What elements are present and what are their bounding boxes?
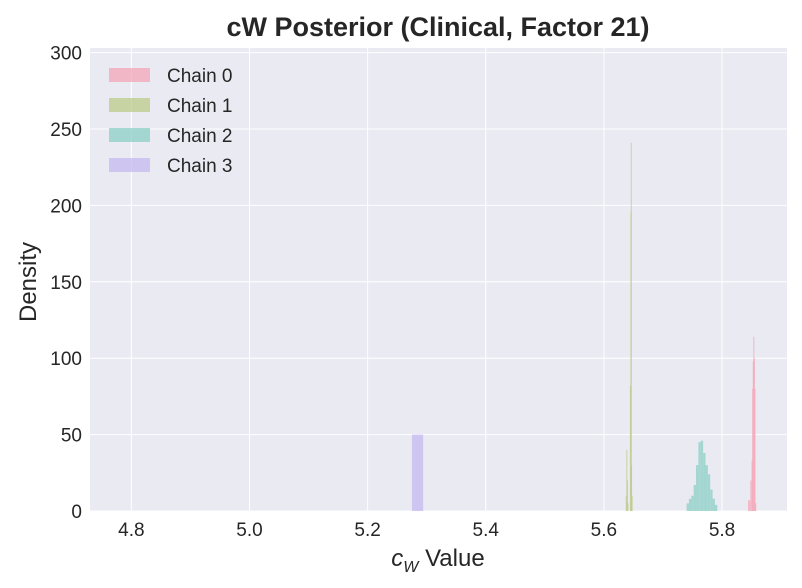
x-tick-label: 5.4 (473, 520, 500, 541)
legend-swatch (109, 158, 150, 172)
histogram-bar (631, 495, 633, 511)
histogram-bar (705, 465, 708, 511)
histogram-bar (714, 504, 718, 511)
x-axis-label-subscript: W (403, 559, 420, 576)
y-tick-label: 50 (61, 426, 82, 447)
histogram-bar (749, 500, 751, 511)
y-tick-label: 150 (50, 273, 82, 294)
histogram-bar (629, 385, 631, 511)
histogram-bar (703, 452, 706, 511)
histogram-bar (751, 460, 753, 511)
x-axis-label-text: Value (418, 545, 484, 572)
histogram-bar (710, 489, 713, 511)
histogram-bar (626, 449, 628, 511)
histogram-bar (693, 485, 697, 511)
legend-item: Chain 3 (109, 156, 233, 177)
legend: Chain 0 Chain 1 Chain 2 Chain 3 (109, 66, 233, 177)
histogram-bar (753, 358, 755, 511)
histogram-bars (411, 142, 757, 512)
histogram-bar (626, 480, 628, 511)
series-chain-0 (748, 336, 757, 511)
histogram-bar (688, 498, 692, 511)
y-axis-label: Density (15, 242, 42, 322)
histogram-bar (627, 503, 629, 511)
histogram-bar (707, 474, 711, 511)
legend-item: Chain 1 (109, 96, 233, 117)
y-axis-ticks: 0 50 100 150 200 250 300 (50, 44, 82, 523)
histogram-bar (752, 361, 754, 511)
legend-swatch (109, 128, 150, 142)
legend-label: Chain 3 (167, 156, 233, 177)
x-tick-label: 4.8 (118, 520, 144, 541)
x-axis-label: cW Value (391, 545, 484, 576)
histogram-bar (686, 503, 689, 511)
histogram-bar (748, 500, 750, 511)
histogram-bar (700, 440, 704, 511)
x-tick-label: 5.8 (709, 520, 735, 541)
histogram-bar (691, 495, 694, 511)
histogram-bar (755, 503, 757, 511)
histogram-bar (696, 465, 699, 511)
x-axis-label-symbol: c (391, 545, 403, 572)
histogram-bar (698, 442, 701, 511)
grid-lines (90, 48, 787, 512)
series-chain-2 (686, 440, 718, 511)
histogram-bar (411, 434, 424, 511)
legend-item: Chain 2 (109, 126, 233, 147)
y-tick-label: 100 (50, 349, 82, 370)
legend-label: Chain 1 (167, 96, 233, 117)
x-tick-label: 5.2 (354, 520, 380, 541)
legend-label: Chain 0 (167, 66, 233, 87)
histogram-bar (630, 142, 632, 512)
histogram-bar (625, 495, 627, 511)
legend-swatch (109, 98, 150, 112)
x-tick-label: 5.6 (591, 520, 617, 541)
legend-swatch (109, 68, 150, 82)
series-chain-3 (411, 434, 424, 511)
x-axis-ticks: 4.8 5.0 5.2 5.4 5.6 5.8 (118, 520, 735, 541)
series-chain-1 (625, 142, 633, 512)
chart-title: cW Posterior (Clinical, Factor 21) (226, 12, 649, 42)
histogram-bar (750, 480, 752, 511)
legend-label: Chain 2 (167, 126, 233, 147)
plot-area (90, 48, 787, 511)
histogram-bar (754, 388, 756, 511)
histogram-bar (631, 465, 633, 511)
x-tick-label: 5.0 (236, 520, 262, 541)
y-tick-label: 300 (50, 44, 82, 65)
y-tick-label: 250 (50, 120, 82, 141)
histogram-bar (752, 388, 754, 511)
y-tick-label: 200 (50, 196, 82, 217)
y-tick-label: 0 (71, 502, 82, 523)
histogram-bar (712, 498, 715, 511)
histogram-bar (753, 336, 755, 511)
legend-item: Chain 0 (109, 66, 233, 87)
